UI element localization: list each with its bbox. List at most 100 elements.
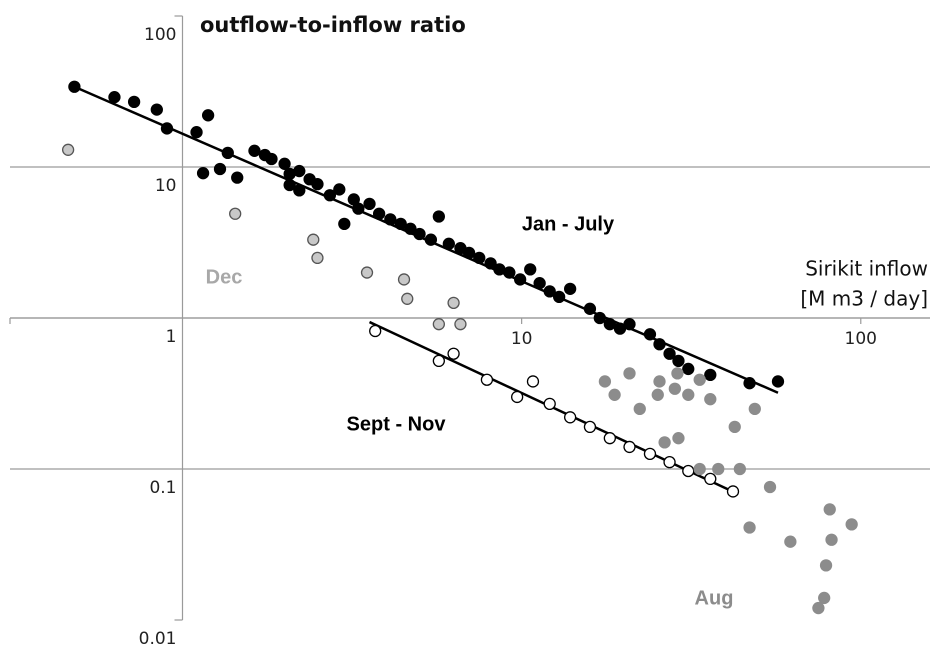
point <box>248 144 261 157</box>
point <box>127 95 141 109</box>
point <box>333 183 346 196</box>
point <box>363 197 376 211</box>
point <box>658 436 671 449</box>
y-tick-label: 100 <box>144 25 176 45</box>
point <box>728 420 741 434</box>
point <box>763 480 777 494</box>
point <box>819 559 833 572</box>
point <box>432 318 445 331</box>
point <box>682 388 695 401</box>
y-tick-label: 10 <box>155 176 177 196</box>
point <box>668 382 682 395</box>
point <box>283 178 296 192</box>
point <box>432 354 445 368</box>
point <box>682 464 695 478</box>
point <box>307 233 320 246</box>
chart-title: outflow-to-inflow ratio <box>200 13 466 37</box>
point <box>825 533 838 546</box>
point <box>552 290 566 304</box>
point <box>663 347 676 360</box>
point <box>672 354 685 368</box>
point <box>693 373 706 386</box>
point <box>432 210 445 223</box>
point <box>704 368 717 382</box>
point <box>323 189 337 202</box>
point <box>812 601 825 615</box>
point <box>623 440 636 454</box>
point <box>473 251 486 265</box>
x-tick-label: 100 <box>845 329 877 349</box>
point <box>352 202 365 215</box>
point <box>771 375 785 388</box>
x-axis-label: [M m3 / day] <box>800 287 928 311</box>
point <box>265 152 278 166</box>
point <box>653 338 666 351</box>
point <box>693 462 706 476</box>
point <box>818 591 831 605</box>
point <box>201 109 215 122</box>
point <box>397 273 411 286</box>
point <box>447 296 460 309</box>
point <box>480 373 494 386</box>
point <box>454 318 467 331</box>
point <box>160 122 174 135</box>
point <box>231 171 244 184</box>
point <box>511 390 524 404</box>
point <box>190 126 203 139</box>
point <box>704 472 717 486</box>
point <box>360 266 374 279</box>
point <box>651 388 664 401</box>
point <box>61 143 75 156</box>
point <box>663 456 676 469</box>
point <box>338 217 351 231</box>
point <box>712 462 725 476</box>
point <box>68 80 81 93</box>
point <box>442 237 455 250</box>
point <box>293 164 306 178</box>
point <box>293 184 306 197</box>
point <box>743 521 756 534</box>
point <box>424 233 438 246</box>
point <box>484 257 497 270</box>
point <box>633 402 646 416</box>
point <box>543 285 556 298</box>
x-tick-label: 10 <box>511 329 533 349</box>
y-tick-label: 0.1 <box>149 478 176 498</box>
point <box>583 420 597 434</box>
point <box>682 362 695 376</box>
series-label: Dec <box>206 266 243 288</box>
point <box>404 222 417 235</box>
point <box>603 432 616 445</box>
point <box>462 246 476 260</box>
point <box>413 227 426 241</box>
point <box>845 518 858 531</box>
point <box>372 207 386 220</box>
series-label: Sept - Nov <box>347 413 447 435</box>
point <box>743 377 756 390</box>
point <box>369 324 382 338</box>
point <box>748 402 761 416</box>
point <box>563 411 577 424</box>
point <box>623 318 636 331</box>
point <box>704 393 717 406</box>
point <box>524 263 537 276</box>
point <box>823 503 836 516</box>
point <box>583 302 597 315</box>
point <box>108 91 121 104</box>
point <box>543 397 556 411</box>
point <box>733 462 747 476</box>
point <box>196 167 210 180</box>
point <box>311 251 324 265</box>
point <box>394 217 407 231</box>
point <box>563 282 577 295</box>
series-label: Aug <box>695 587 734 609</box>
point <box>401 292 414 305</box>
point <box>150 103 163 116</box>
point <box>608 388 621 401</box>
point <box>221 146 234 160</box>
point <box>229 207 242 220</box>
point <box>623 367 636 380</box>
point <box>643 447 657 460</box>
point <box>213 162 227 176</box>
